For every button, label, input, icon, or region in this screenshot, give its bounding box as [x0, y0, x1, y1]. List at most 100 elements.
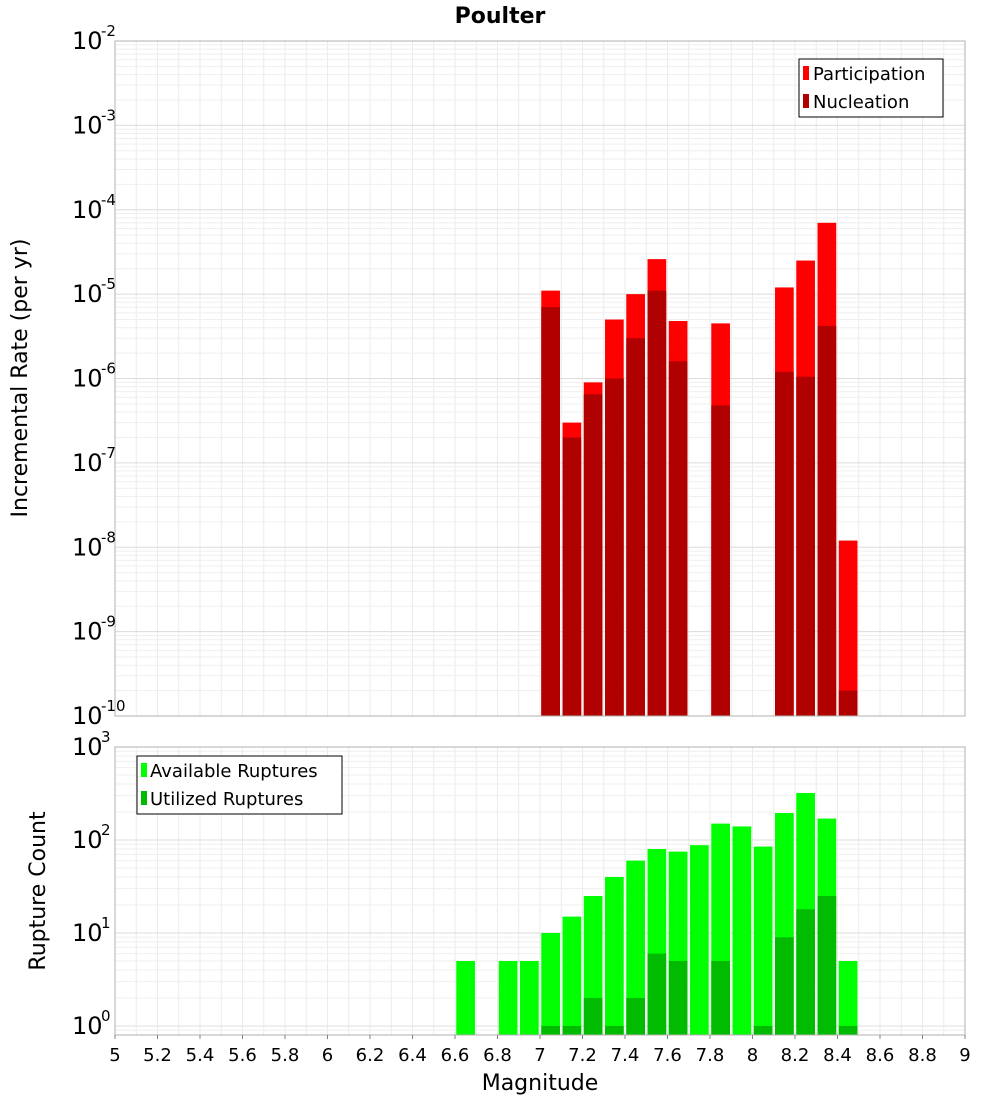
y-tick-base: 10	[72, 919, 103, 947]
x-tick-label: 7.4	[611, 1045, 640, 1066]
chart-title: Poulter	[455, 4, 546, 29]
y-tick-base: 10	[72, 733, 103, 761]
bar-available-ruptures	[838, 960, 858, 1035]
bar-available-ruptures	[605, 877, 624, 1035]
y-tick-label: 10-8	[72, 528, 116, 561]
x-tick-label: 7	[534, 1045, 545, 1066]
y-tick-exponent: -2	[101, 22, 116, 40]
legend-label-utilized-ruptures: Utilized Ruptures	[150, 789, 303, 810]
bar-utilized-ruptures	[753, 1025, 773, 1035]
x-tick-label: 5	[109, 1045, 120, 1066]
x-tick-label: 7.2	[568, 1045, 597, 1066]
y-tick-label: 10-7	[72, 444, 116, 477]
y-tick-base: 10	[72, 533, 103, 561]
y-tick-base: 10	[72, 618, 103, 646]
y-tick-exponent: -6	[101, 360, 116, 378]
bar-available-ruptures	[498, 960, 518, 1035]
x-tick-label: 5.4	[186, 1045, 215, 1066]
legend-swatch-available-ruptures	[141, 763, 147, 777]
y-tick-label: 10-5	[72, 275, 116, 308]
legend-label-nucleation: Nucleation	[813, 92, 909, 113]
y-tick-exponent: 2	[101, 821, 111, 839]
bar-utilized-ruptures	[583, 997, 603, 1035]
y-tick-exponent: -8	[101, 528, 116, 546]
y-tick-base: 10	[72, 111, 103, 139]
legend-swatch-participation	[803, 66, 809, 80]
x-tick-label: 7.6	[653, 1045, 682, 1066]
x-tick-label: 5.2	[143, 1045, 172, 1066]
bar-utilized-ruptures	[647, 953, 667, 1035]
y-tick-exponent: 1	[101, 914, 111, 932]
y-tick-base: 10	[72, 1012, 103, 1040]
bar-nucleation	[647, 290, 667, 716]
bar-nucleation	[711, 405, 730, 716]
bar-nucleation	[796, 376, 815, 716]
y-tick-exponent: -4	[101, 191, 116, 209]
bar-utilized-ruptures	[626, 997, 645, 1035]
legend-label-participation: Participation	[813, 64, 925, 85]
top-grid	[114, 40, 966, 717]
y-tick-label: 102	[72, 821, 111, 854]
bottom-legend-box	[136, 755, 343, 815]
x-tick-label: 8.2	[781, 1045, 810, 1066]
bar-nucleation	[541, 307, 560, 716]
y-tick-base: 10	[72, 449, 103, 477]
bar-available-ruptures	[753, 846, 773, 1035]
y-tick-exponent: -9	[101, 613, 116, 631]
y-tick-label: 10-6	[72, 360, 116, 393]
bar-utilized-ruptures	[541, 1025, 560, 1035]
y-tick-exponent: -7	[101, 444, 116, 462]
bar-available-ruptures	[562, 916, 582, 1035]
y-tick-label: 103	[72, 728, 111, 761]
bar-participation	[838, 540, 858, 716]
bar-available-ruptures	[456, 960, 475, 1035]
y-tick-base: 10	[72, 702, 103, 730]
legend-swatch-nucleation	[803, 94, 809, 108]
x-tick-label: 7.8	[696, 1045, 725, 1066]
bar-nucleation	[668, 361, 688, 716]
x-tick-label: 8.6	[866, 1045, 895, 1066]
bar-utilized-ruptures	[838, 1025, 858, 1035]
top-legend: Participation Nucleation	[798, 58, 944, 118]
y-tick-base: 10	[72, 27, 103, 55]
x-tick-label: 6.4	[398, 1045, 427, 1066]
x-tick-label: 8.8	[908, 1045, 937, 1066]
bar-available-ruptures	[732, 826, 752, 1035]
bar-utilized-ruptures	[668, 960, 688, 1035]
y-tick-label: 10-4	[72, 191, 116, 224]
bar-utilized-ruptures	[775, 937, 794, 1035]
legend-label-available-ruptures: Available Ruptures	[150, 761, 318, 782]
bar-nucleation	[775, 371, 794, 716]
y-tick-base: 10	[72, 365, 103, 393]
top-bars	[541, 222, 858, 716]
legend-swatch-utilized-ruptures	[141, 791, 147, 805]
y-tick-base: 10	[72, 280, 103, 308]
bar-utilized-ruptures	[605, 1025, 624, 1035]
y-tick-exponent: 0	[101, 1007, 111, 1025]
bottom-legend: Available Ruptures Utilized Ruptures	[136, 755, 343, 815]
bar-utilized-ruptures	[796, 909, 815, 1035]
bar-available-ruptures	[520, 960, 539, 1035]
bar-nucleation	[817, 325, 837, 716]
y-tick-label: 100	[72, 1007, 111, 1040]
x-axis-label: Magnitude	[482, 1071, 599, 1096]
x-tick-label: 5.6	[228, 1045, 257, 1066]
x-tick-label: 8	[747, 1045, 758, 1066]
y-tick-base: 10	[72, 826, 103, 854]
bar-nucleation	[583, 394, 603, 716]
y-tick-base: 10	[72, 196, 103, 224]
bar-utilized-ruptures	[711, 960, 730, 1035]
x-tick-label: 9	[959, 1045, 970, 1066]
bottom-bars	[456, 793, 858, 1035]
x-tick-label: 8.4	[823, 1045, 852, 1066]
bar-utilized-ruptures	[562, 1025, 582, 1035]
x-tick-label: 6.8	[483, 1045, 512, 1066]
bar-nucleation	[605, 378, 624, 716]
bar-nucleation	[626, 338, 645, 716]
top-y-axis-label: Incremental Rate (per yr)	[8, 239, 33, 518]
